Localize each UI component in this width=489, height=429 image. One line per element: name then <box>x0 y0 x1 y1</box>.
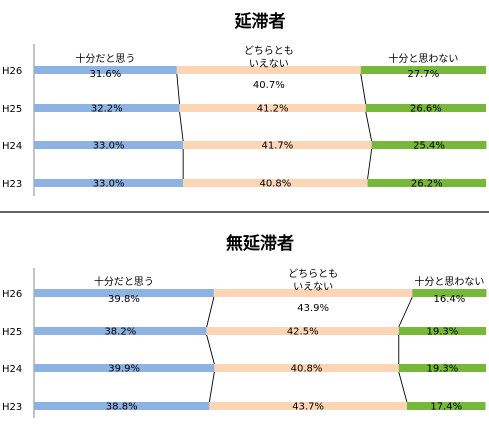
data-label: 41.2% <box>257 104 289 115</box>
series-connector <box>398 296 413 328</box>
data-label: 19.3% <box>426 327 458 338</box>
bar-segment <box>360 66 486 74</box>
data-label: 26.6% <box>410 104 442 115</box>
series-name-label: 十分だと思う <box>75 52 135 65</box>
data-label: 38.8% <box>106 402 138 413</box>
data-label: 33.0% <box>93 141 125 152</box>
data-label: 38.2% <box>104 327 136 338</box>
data-label: 42.5% <box>287 327 319 338</box>
series-connector <box>179 111 184 142</box>
data-label: 19.3% <box>426 364 458 375</box>
data-label: 16.4% <box>433 294 465 305</box>
bar-segment <box>365 104 486 112</box>
series-name-label: どちらとも <box>288 268 338 280</box>
bar-segment <box>34 402 210 410</box>
bar-segment <box>176 66 361 74</box>
series-name-label: 十分だと思う <box>94 275 154 288</box>
series-connector <box>360 73 367 105</box>
category-label: H25 <box>2 327 22 338</box>
bar-segment <box>34 66 177 74</box>
series-connector <box>176 73 180 105</box>
data-label: 33.0% <box>93 179 125 190</box>
bar-segment <box>179 104 366 112</box>
series-name-label: 十分と思わない <box>414 275 484 288</box>
category-label: H24 <box>2 364 22 375</box>
data-label: 39.9% <box>108 364 140 375</box>
data-label: 27.7% <box>408 69 440 80</box>
series-connector <box>206 334 215 365</box>
chart-2: 無延滞者 H26 H25 H24 H23 十分だと思う 39.8% 38.2% 39.9% 38.… <box>2 233 487 418</box>
bar-segment <box>209 402 407 410</box>
category-label: H26 <box>2 66 22 77</box>
data-label: 25.4% <box>413 141 445 152</box>
chart-title: 無延滞者 <box>226 233 294 254</box>
category-label: H25 <box>2 104 22 115</box>
data-label: 43.9% <box>297 303 329 314</box>
data-label: 26.2% <box>411 179 443 190</box>
series-name-label: 十分と思わない <box>388 52 458 65</box>
data-label: 31.6% <box>90 69 122 80</box>
data-label: 17.4% <box>430 402 462 413</box>
series-name-label: どちらとも <box>244 45 294 57</box>
series-name-label: いえない <box>293 281 333 293</box>
bar-segment <box>34 327 207 335</box>
data-label: 40.8% <box>259 179 291 190</box>
bar-segment <box>367 179 486 187</box>
bar-segment <box>371 141 487 149</box>
series-connector <box>367 148 373 180</box>
bar-segment <box>183 141 372 149</box>
data-label: 41.7% <box>262 141 294 152</box>
category-label: H23 <box>2 402 22 413</box>
bar-segment <box>34 179 184 187</box>
bar-segment <box>34 141 184 149</box>
series-connector <box>208 371 215 403</box>
bar-segment <box>183 179 368 187</box>
bar-segment <box>412 289 487 297</box>
bar-segment <box>398 327 486 335</box>
category-label: H24 <box>2 141 22 152</box>
series-connector <box>365 111 373 142</box>
category-label: H26 <box>2 289 22 300</box>
category-label: H23 <box>2 179 22 190</box>
data-label: 43.7% <box>292 402 324 413</box>
bar-segment <box>34 364 215 372</box>
series-connector <box>206 296 215 328</box>
data-label: 40.7% <box>253 80 285 91</box>
bar-segment <box>214 364 399 372</box>
bar-segment <box>213 289 413 297</box>
bar-segment <box>398 364 486 372</box>
bar-segment <box>406 402 486 410</box>
chart-1: 延滞者 H26 H25 H24 H23 十分だと思う 31.6% 32.2% 33.0% 33.0… <box>2 11 487 196</box>
data-label: 32.2% <box>91 104 123 115</box>
bar-segment <box>34 104 180 112</box>
series-connector <box>398 371 408 403</box>
bar-segment <box>34 289 214 297</box>
series-name-label: いえない <box>249 58 289 70</box>
data-label: 40.8% <box>291 364 323 375</box>
data-label: 39.8% <box>108 294 140 305</box>
bar-segment <box>206 327 399 335</box>
chart-title: 延滞者 <box>234 11 286 32</box>
